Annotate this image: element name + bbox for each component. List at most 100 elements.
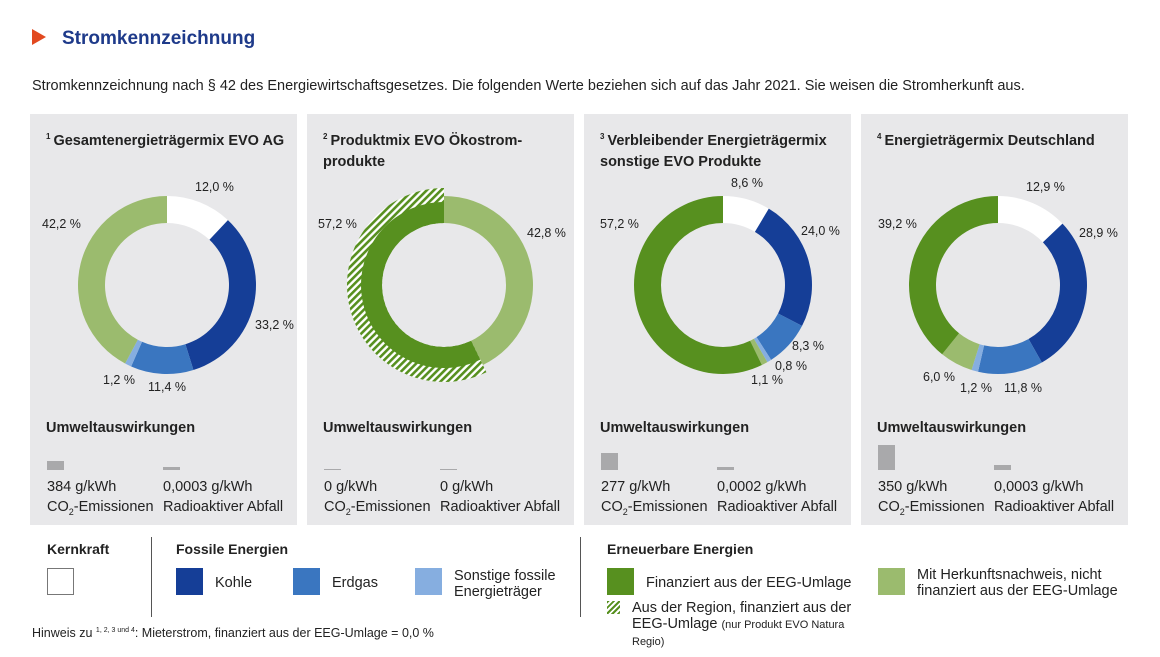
donut-slice xyxy=(634,196,762,374)
co2-value: 277 g/kWh xyxy=(601,479,671,495)
donut-slice xyxy=(360,202,481,368)
co2-value: 350 g/kWh xyxy=(878,479,948,495)
chart-title: 1 Gesamtenergieträgermix EVO AG xyxy=(46,132,285,149)
co2-value: 0 g/kWh xyxy=(324,479,378,495)
chart-title: 2 Produktmix EVO Ökostrom-produkte xyxy=(323,132,523,170)
footnote: Hinweis zu 1, 2, 3 und 4: Mieterstrom, f… xyxy=(32,626,434,640)
swatch-kernkraft xyxy=(47,568,74,595)
impact-heading: Umweltauswirkungen xyxy=(600,420,750,436)
data-label: 33,2 % xyxy=(255,318,294,332)
waste-value: 0,0003 g/kWh xyxy=(163,479,253,495)
legend-heading-fossil: Fossile Energien xyxy=(176,541,289,557)
co2-label: CO2-Emissionen xyxy=(324,499,431,517)
co2-label: CO2-Emissionen xyxy=(47,499,154,517)
swatch-herkunft xyxy=(878,568,905,595)
waste-label: Radioaktiver Abfall xyxy=(163,499,284,515)
waste-label: Radioaktiver Abfall xyxy=(994,499,1115,515)
donut-slice xyxy=(756,313,803,360)
data-label: 39,2 % xyxy=(878,217,917,231)
waste-bar xyxy=(440,469,457,470)
data-label: 24,0 % xyxy=(801,224,840,238)
data-label: 12,9 % xyxy=(1026,180,1065,194)
waste-value: 0,0003 g/kWh xyxy=(994,479,1084,495)
swatch-region-hatched xyxy=(607,601,620,614)
legend-herkunft: Mit Herkunftsnachweis, nicht finanziert … xyxy=(917,567,1118,599)
data-label: 28,9 % xyxy=(1079,226,1118,240)
impact-1: Umweltauswirkungen 384 g/kWh 0,0003 g/kW… xyxy=(30,114,297,525)
waste-bar xyxy=(163,467,180,470)
donut-slice xyxy=(185,220,257,370)
data-label: 11,4 % xyxy=(148,380,186,394)
data-label: 8,3 % xyxy=(792,339,824,353)
co2-bar xyxy=(324,469,341,470)
data-label: 12,0 % xyxy=(195,180,234,194)
donut-slice xyxy=(131,341,194,374)
waste-label: Radioaktiver Abfall xyxy=(440,499,561,515)
data-label: 57,2 % xyxy=(318,217,357,231)
donut-slice xyxy=(754,208,812,326)
arrow-icon xyxy=(32,29,46,45)
donut-slice xyxy=(908,196,998,355)
data-label: 1,2 % xyxy=(960,381,992,395)
swatch-kohle xyxy=(176,568,203,595)
panel-4: 4 Energieträgermix Deutschland xyxy=(861,114,1128,525)
waste-label: Radioaktiver Abfall xyxy=(717,499,838,515)
data-label: 42,2 % xyxy=(42,217,81,231)
donut-slice xyxy=(750,338,768,366)
donut-slice xyxy=(723,196,769,232)
swatch-eeg xyxy=(607,568,634,595)
waste-value: 0 g/kWh xyxy=(440,479,494,495)
legend-heading-renewable: Erneuerbare Energien xyxy=(607,541,754,557)
waste-bar xyxy=(717,467,734,470)
co2-label: CO2-Emissionen xyxy=(601,499,708,517)
panel-1: 1 Gesamtenergieträgermix EVO AG xyxy=(30,114,297,525)
page-title: Stromkennzeichnung xyxy=(62,28,256,49)
donut-slice xyxy=(1028,223,1087,363)
co2-bar xyxy=(47,461,64,470)
donut-slice xyxy=(971,344,985,372)
waste-value: 0,0002 g/kWh xyxy=(717,479,807,495)
donut-slice xyxy=(998,196,1063,243)
impact-heading: Umweltauswirkungen xyxy=(323,420,473,436)
legend-kohle: Kohle xyxy=(215,575,253,591)
waste-bar xyxy=(994,465,1011,470)
donut-slice xyxy=(167,196,228,240)
donut-slice xyxy=(444,196,533,366)
data-label: 11,8 % xyxy=(1004,381,1042,395)
swatch-sonstige xyxy=(415,568,442,595)
data-label: 0,8 % xyxy=(775,359,807,373)
swatch-erdgas xyxy=(293,568,320,595)
donut-slice xyxy=(753,337,772,363)
legend-sonstige: Sonstige fossile Energieträger xyxy=(454,568,556,600)
co2-label: CO2-Emissionen xyxy=(878,499,985,517)
impact-heading: Umweltauswirkungen xyxy=(877,420,1027,436)
data-label: 1,2 % xyxy=(103,373,135,387)
legend-eeg: Finanziert aus der EEG-Umlage xyxy=(646,575,852,591)
co2-value: 384 g/kWh xyxy=(47,479,117,495)
chart-title: 4 Energieträgermix Deutschland xyxy=(877,132,1095,149)
divider xyxy=(580,537,581,617)
divider xyxy=(151,537,152,617)
donut-slice xyxy=(77,196,167,364)
impact-2: Umweltauswirkungen 0 g/kWh 0 g/kWh CO2-E… xyxy=(307,114,574,525)
chart-title: 3 Verbleibender Energieträgermix sonstige… xyxy=(600,132,827,170)
intro-text: Stromkennzeichnung nach § 42 des Energie… xyxy=(32,78,1025,94)
data-label: 57,2 % xyxy=(600,217,639,231)
donut-slice xyxy=(125,339,143,367)
data-label: 6,0 % xyxy=(923,370,955,384)
panel-2: 2 Produktmix EVO Ökostrom-produkte xyxy=(307,114,574,525)
legend-region: Aus der Region, finanziert aus der EEG-U… xyxy=(632,600,852,648)
donut-slice xyxy=(978,338,1042,374)
donut-slice xyxy=(942,333,980,370)
co2-bar xyxy=(878,445,895,470)
legend-erdgas: Erdgas xyxy=(332,575,378,591)
impact-3: Umweltauswirkungen 277 g/kWh 0,0002 g/kW… xyxy=(584,114,851,525)
data-label: 8,6 % xyxy=(731,176,763,190)
panel-3: 3 Verbleibender Energieträgermix sonstige… xyxy=(584,114,851,525)
data-label: 42,8 % xyxy=(527,226,566,240)
data-label: 1,1 % xyxy=(751,373,783,387)
legend-heading-kernkraft: Kernkraft xyxy=(47,541,110,557)
impact-heading: Umweltauswirkungen xyxy=(46,420,196,436)
